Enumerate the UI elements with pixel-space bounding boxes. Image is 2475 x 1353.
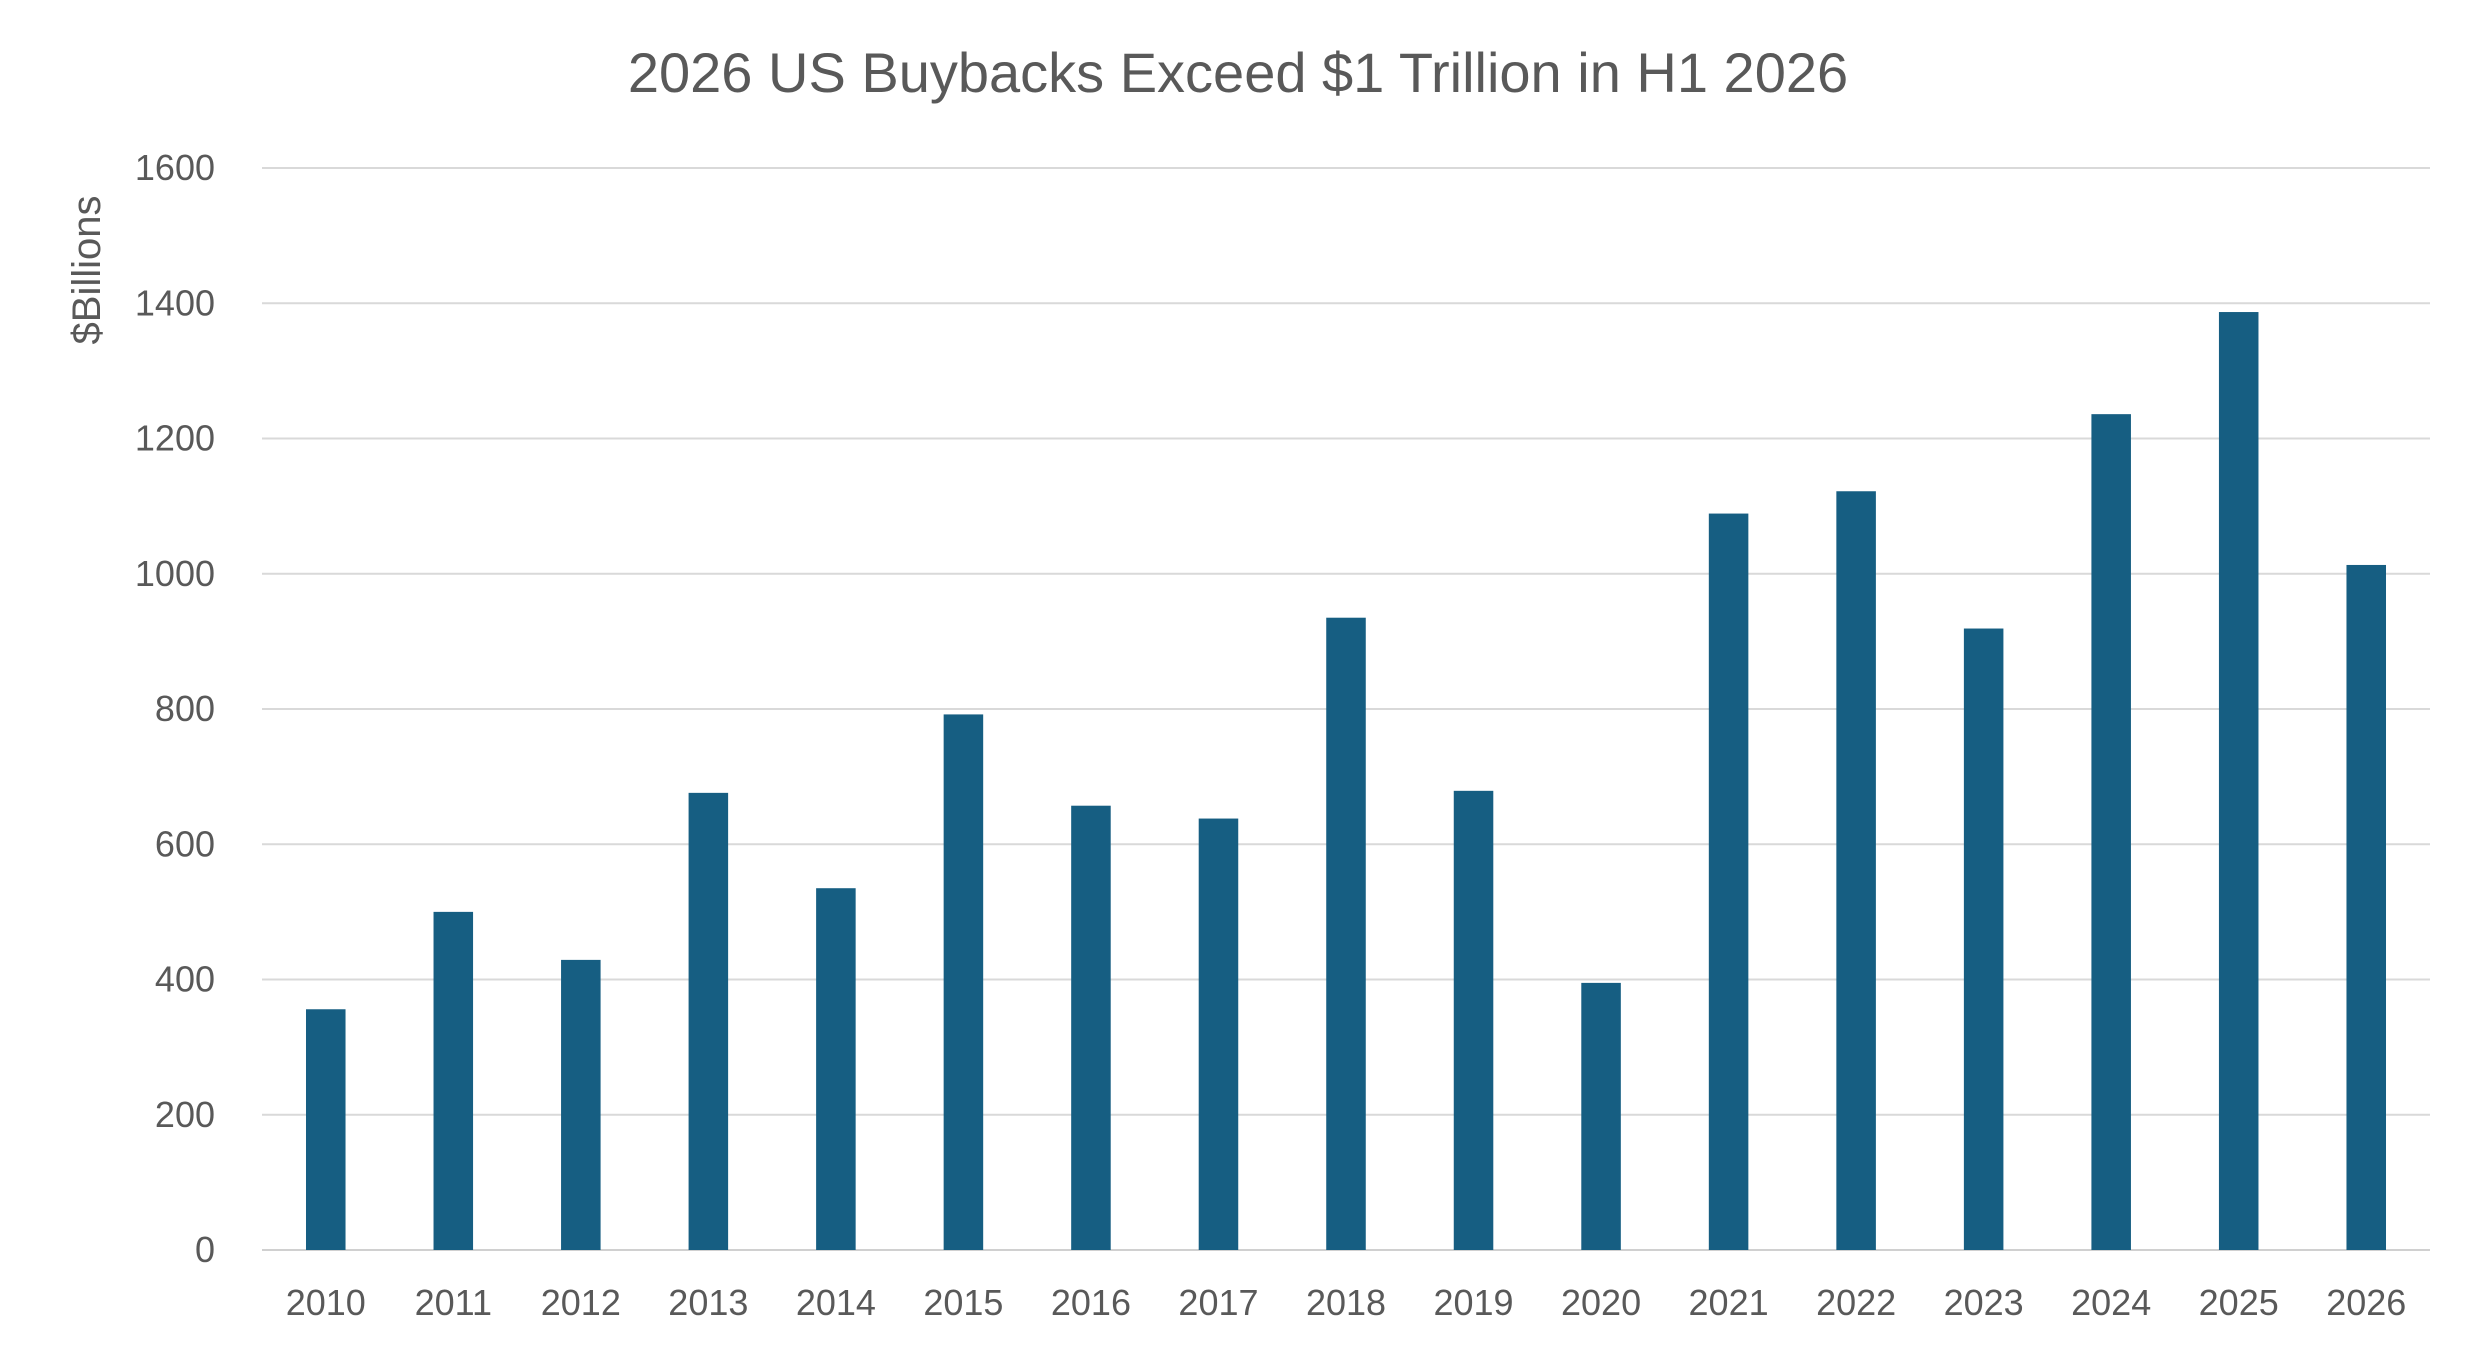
y-axis-ticks: 0 200 400 600 800 1000 1200 1400 1600 [135,147,215,1270]
x-tick-label: 2022 [1816,1282,1896,1323]
x-tick-label: 2024 [2071,1282,2151,1323]
x-tick-label: 2023 [1944,1282,2024,1323]
bar-2018 [1326,617,1366,1250]
y-tick-label: 400 [155,959,215,1000]
bar-2019 [1453,790,1494,1250]
y-tick-label: 1000 [135,553,215,594]
bar-2014 [816,888,856,1250]
bar-2026 [2346,564,2387,1250]
x-tick-label: 2025 [2199,1282,2279,1323]
y-axis-label: $Billions [65,196,109,345]
x-tick-label: 2019 [1433,1282,1513,1323]
x-tick-label: 2021 [1689,1282,1769,1323]
x-tick-label: 2012 [541,1282,621,1323]
bar-2011 [433,911,474,1250]
x-tick-label: 2020 [1561,1282,1641,1323]
y-tick-label: 200 [155,1094,215,1135]
bar-2010 [305,1009,346,1250]
bar-2022 [1836,491,1876,1250]
x-tick-label: 2013 [668,1282,748,1323]
y-tick-label: 1400 [135,282,215,323]
x-tick-label: 2015 [923,1282,1003,1323]
bar-2013 [688,792,729,1250]
y-tick-label: 1200 [135,418,215,459]
bar-2017 [1198,818,1239,1250]
bar-2015 [943,714,984,1250]
bar-2020 [1581,982,1621,1250]
bar-2012 [561,959,601,1250]
y-tick-label: 600 [155,823,215,864]
x-tick-label: 2014 [796,1282,876,1323]
x-tick-label: 2017 [1178,1282,1258,1323]
y-tick-label: 1600 [135,147,215,188]
chart-title: 2026 US Buybacks Exceed $1 Trillion in H… [628,41,1848,104]
bar-2025 [2218,312,2259,1250]
bar-2016 [1071,805,1111,1250]
bar-2023 [1963,628,2004,1250]
x-tick-label: 2016 [1051,1282,1131,1323]
y-tick-label: 800 [155,688,215,729]
x-tick-label: 2018 [1306,1282,1386,1323]
x-axis-ticks: 2010 2011 2012 2013 2014 2015 2016 2017 2018 2019… [286,1282,2407,1323]
y-tick-label: 0 [195,1229,215,1270]
x-tick-label: 2026 [2326,1282,2406,1323]
bar-2024 [2091,414,2131,1250]
bars [305,312,2387,1250]
x-tick-label: 2010 [286,1282,366,1323]
bar-2021 [1708,513,1749,1250]
x-tick-label: 2011 [415,1282,492,1323]
